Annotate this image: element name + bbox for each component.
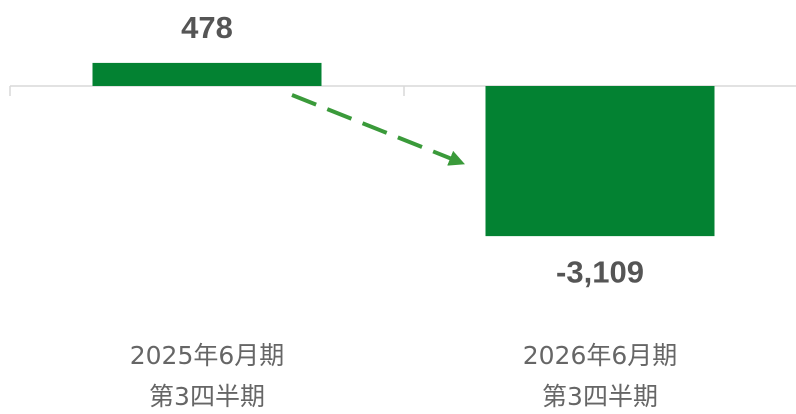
bar <box>485 85 715 237</box>
x-tick-label: 第3四半期 <box>542 382 658 411</box>
x-tick-label: 2026年6月期 <box>523 341 678 370</box>
x-tick-label: 2025年6月期 <box>130 341 285 370</box>
value-label: -3,109 <box>556 254 644 289</box>
value-label: 478 <box>181 10 233 45</box>
x-tick-label: 第3四半期 <box>149 382 265 411</box>
trend-arrow <box>291 93 465 166</box>
bar <box>92 62 322 86</box>
